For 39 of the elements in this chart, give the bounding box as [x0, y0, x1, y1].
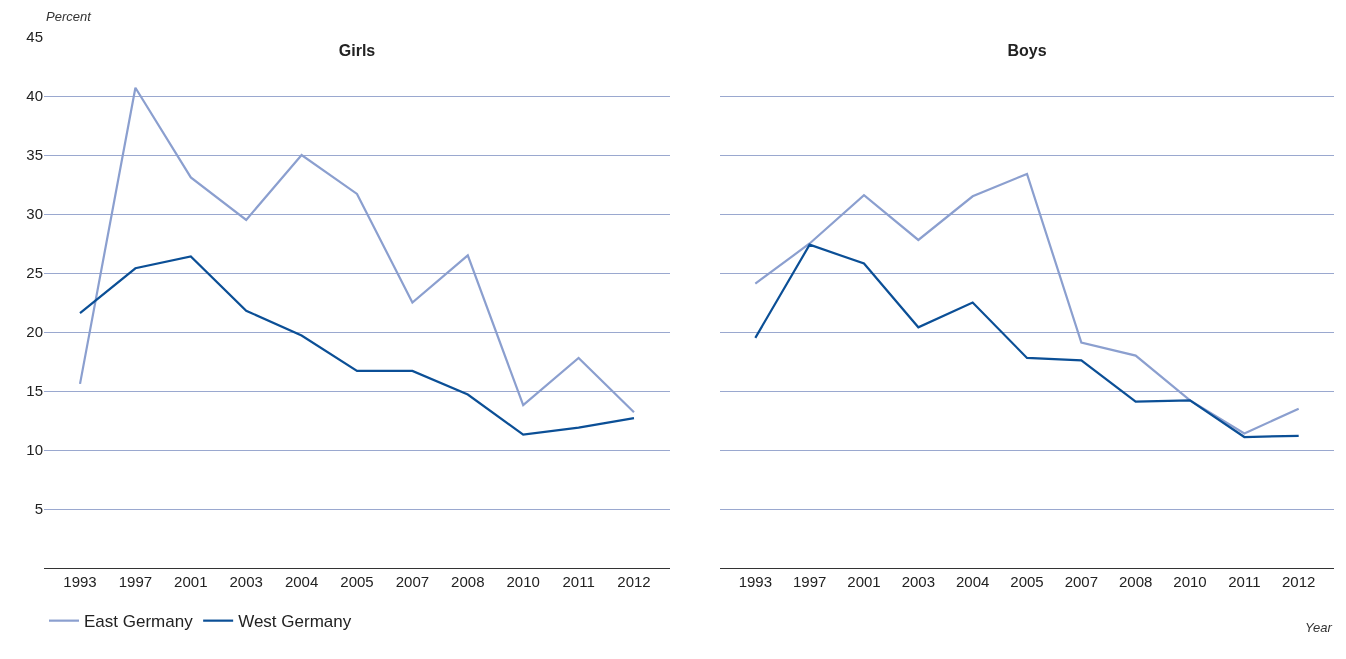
- y-tick-label: 10: [26, 441, 43, 459]
- x-tick-label: 1993: [738, 573, 773, 591]
- x-tick-label: 1997: [792, 573, 827, 591]
- y-tick-label: 30: [26, 205, 43, 223]
- x-tick-label: 2007: [1064, 573, 1099, 591]
- x-tick-label: 1997: [118, 573, 153, 591]
- x-tick-label: 2008: [1118, 573, 1153, 591]
- y-tick-label: 45: [26, 28, 43, 46]
- x-tick-label: 2010: [506, 573, 540, 591]
- line-series: [78, 86, 636, 414]
- x-tick-label: 2003: [901, 573, 936, 591]
- legend-label: West Germany: [238, 612, 352, 632]
- x-tick-label: 2008: [451, 573, 485, 591]
- x-tick-label: 2010: [1173, 573, 1207, 591]
- y-tick-label: 25: [26, 264, 43, 282]
- x-tick-label: 2011: [1228, 573, 1261, 591]
- x-tick-label: 2001: [847, 573, 881, 591]
- x-tick-label: 1993: [63, 573, 97, 591]
- y-tick-label: 35: [26, 146, 43, 164]
- x-tick-label: 2005: [1010, 573, 1044, 591]
- y-tick-label: 40: [26, 87, 43, 105]
- x-tick-label: 2001: [174, 573, 208, 591]
- x-tick-label: 2004: [284, 573, 319, 591]
- x-tick-label: 2004: [955, 573, 990, 591]
- x-tick-label: 2005: [340, 573, 374, 591]
- x-tick-label: 2007: [395, 573, 430, 591]
- x-tick-label: 2003: [229, 573, 263, 591]
- x-tick-label: 2011: [562, 573, 595, 591]
- x-axis-title: Year: [1305, 620, 1333, 635]
- chart-title: Boys: [1007, 42, 1047, 60]
- y-tick-label: 20: [26, 323, 43, 341]
- legend-label: East Germany: [84, 612, 194, 632]
- y-tick-label: 5: [34, 500, 43, 518]
- x-tick-label: 2012: [1281, 573, 1316, 591]
- line-series: [78, 255, 636, 436]
- y-axis-title: Percent: [46, 9, 93, 24]
- y-tick-label: 15: [26, 382, 43, 400]
- x-tick-label: 2012: [617, 573, 651, 591]
- chart-title: Girls: [338, 42, 376, 60]
